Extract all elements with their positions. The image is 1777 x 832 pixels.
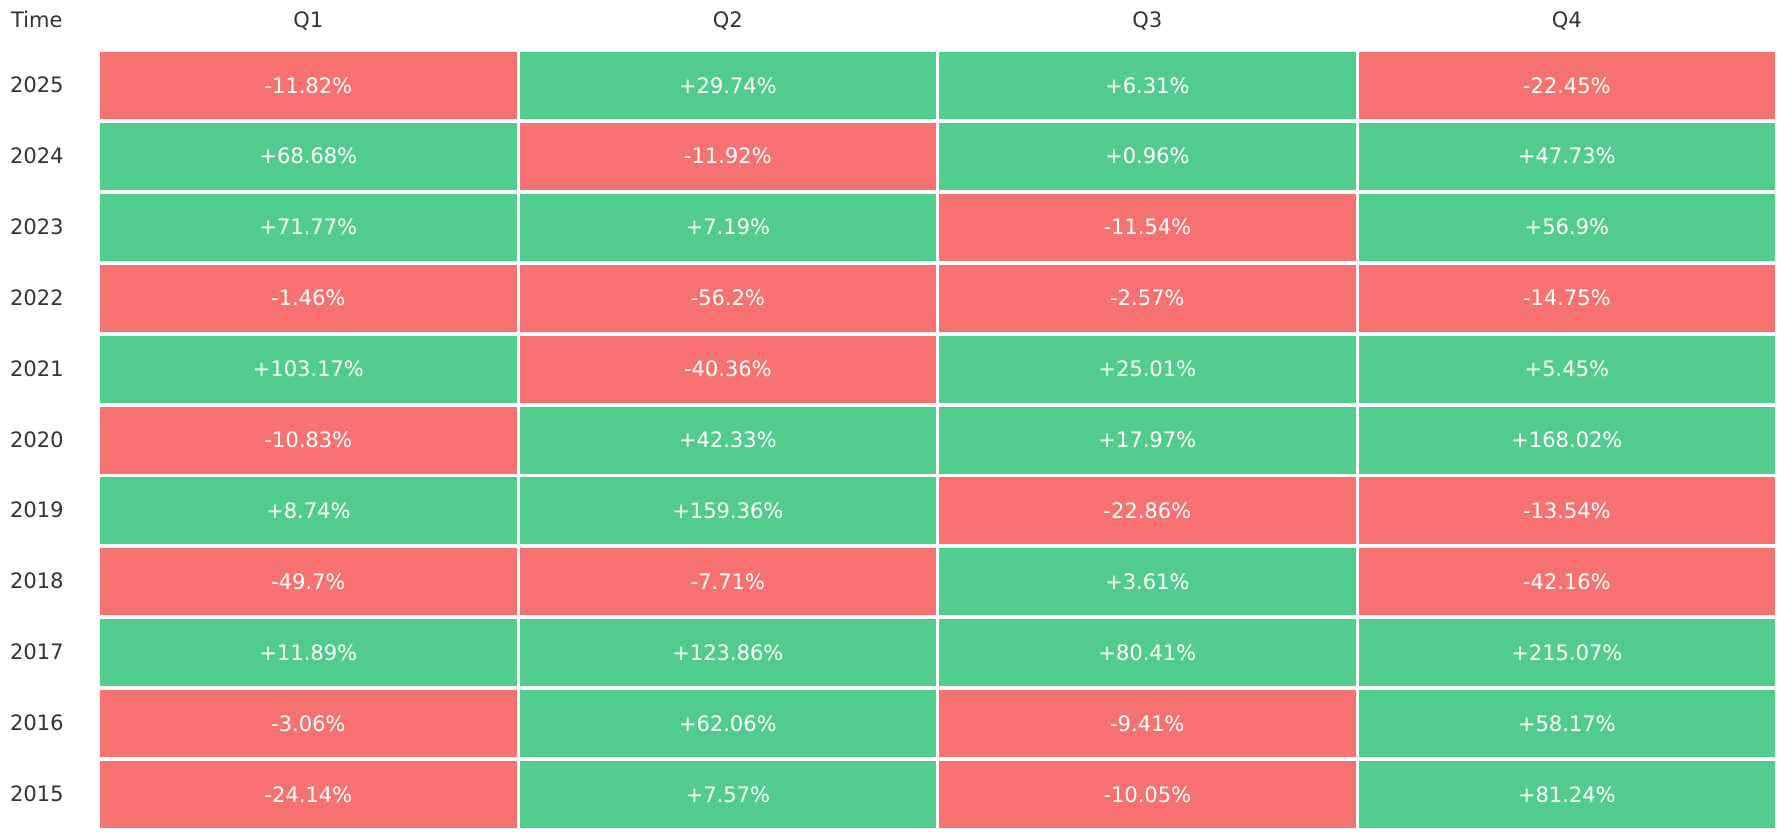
- return-cell: +215.07%: [1358, 619, 1775, 687]
- return-cell: +29.74%: [519, 52, 936, 119]
- column-header: Q4: [1551, 8, 1582, 32]
- return-cell: +47.73%: [1358, 122, 1775, 190]
- return-cell: -7.71%: [519, 548, 936, 616]
- return-cell: +71.77%: [100, 193, 517, 261]
- return-cell: +56.9%: [1358, 193, 1775, 261]
- return-cell: -11.82%: [100, 52, 517, 119]
- return-cell: +58.17%: [1358, 690, 1775, 758]
- return-cell: +159.36%: [519, 477, 936, 545]
- return-cell: +68.68%: [100, 122, 517, 190]
- return-cell: +6.31%: [939, 52, 1356, 119]
- column-header: Q3: [1132, 8, 1163, 32]
- return-cell: +3.61%: [939, 548, 1356, 616]
- return-cell: -14.75%: [1358, 264, 1775, 332]
- return-cell: -22.45%: [1358, 52, 1775, 119]
- row-year: 2016: [10, 711, 64, 736]
- return-cell: -22.86%: [939, 477, 1356, 545]
- return-cell: -49.7%: [100, 548, 517, 616]
- return-cell: -42.16%: [1358, 548, 1775, 616]
- return-cell: -40.36%: [519, 335, 936, 403]
- return-cell: +7.19%: [519, 193, 936, 261]
- return-cell: +81.24%: [1358, 761, 1775, 828]
- row-year: 2020: [10, 427, 64, 452]
- row-year: 2024: [10, 143, 64, 168]
- return-cell: -2.57%: [939, 264, 1356, 332]
- return-cell: +123.86%: [519, 619, 936, 687]
- return-cell: +0.96%: [939, 122, 1356, 190]
- return-cell: +25.01%: [939, 335, 1356, 403]
- return-cell: +7.57%: [519, 761, 936, 828]
- return-cell: +8.74%: [100, 477, 517, 545]
- return-cell: -10.83%: [100, 406, 517, 474]
- return-cell: -9.41%: [939, 690, 1356, 758]
- return-cell: +11.89%: [100, 619, 517, 687]
- return-cell: +62.06%: [519, 690, 936, 758]
- return-cell: -11.54%: [939, 193, 1356, 261]
- return-cell: -13.54%: [1358, 477, 1775, 545]
- return-cell: +168.02%: [1358, 406, 1775, 474]
- column-header: Q2: [712, 8, 743, 32]
- return-cell: +103.17%: [100, 335, 517, 403]
- row-year: 2023: [10, 214, 64, 239]
- return-cell: +17.97%: [939, 406, 1356, 474]
- row-year: 2025: [10, 73, 64, 97]
- return-cell: +80.41%: [939, 619, 1356, 687]
- row-year: 2021: [10, 356, 64, 381]
- return-cell: -56.2%: [519, 264, 936, 332]
- row-year: 2018: [10, 569, 64, 594]
- row-year: 2017: [10, 640, 64, 665]
- return-cell: +5.45%: [1358, 335, 1775, 403]
- return-cell: -11.92%: [519, 122, 936, 190]
- row-year: 2022: [10, 285, 64, 310]
- row-year: 2019: [10, 498, 64, 523]
- return-cell: +42.33%: [519, 406, 936, 474]
- column-header: Q1: [293, 8, 324, 32]
- row-year: 2015: [10, 782, 64, 806]
- return-cell: -3.06%: [100, 690, 517, 758]
- return-cell: -10.05%: [939, 761, 1356, 828]
- return-cell: -1.46%: [100, 264, 517, 332]
- return-cell: -24.14%: [100, 761, 517, 828]
- column-header: Time: [11, 8, 63, 32]
